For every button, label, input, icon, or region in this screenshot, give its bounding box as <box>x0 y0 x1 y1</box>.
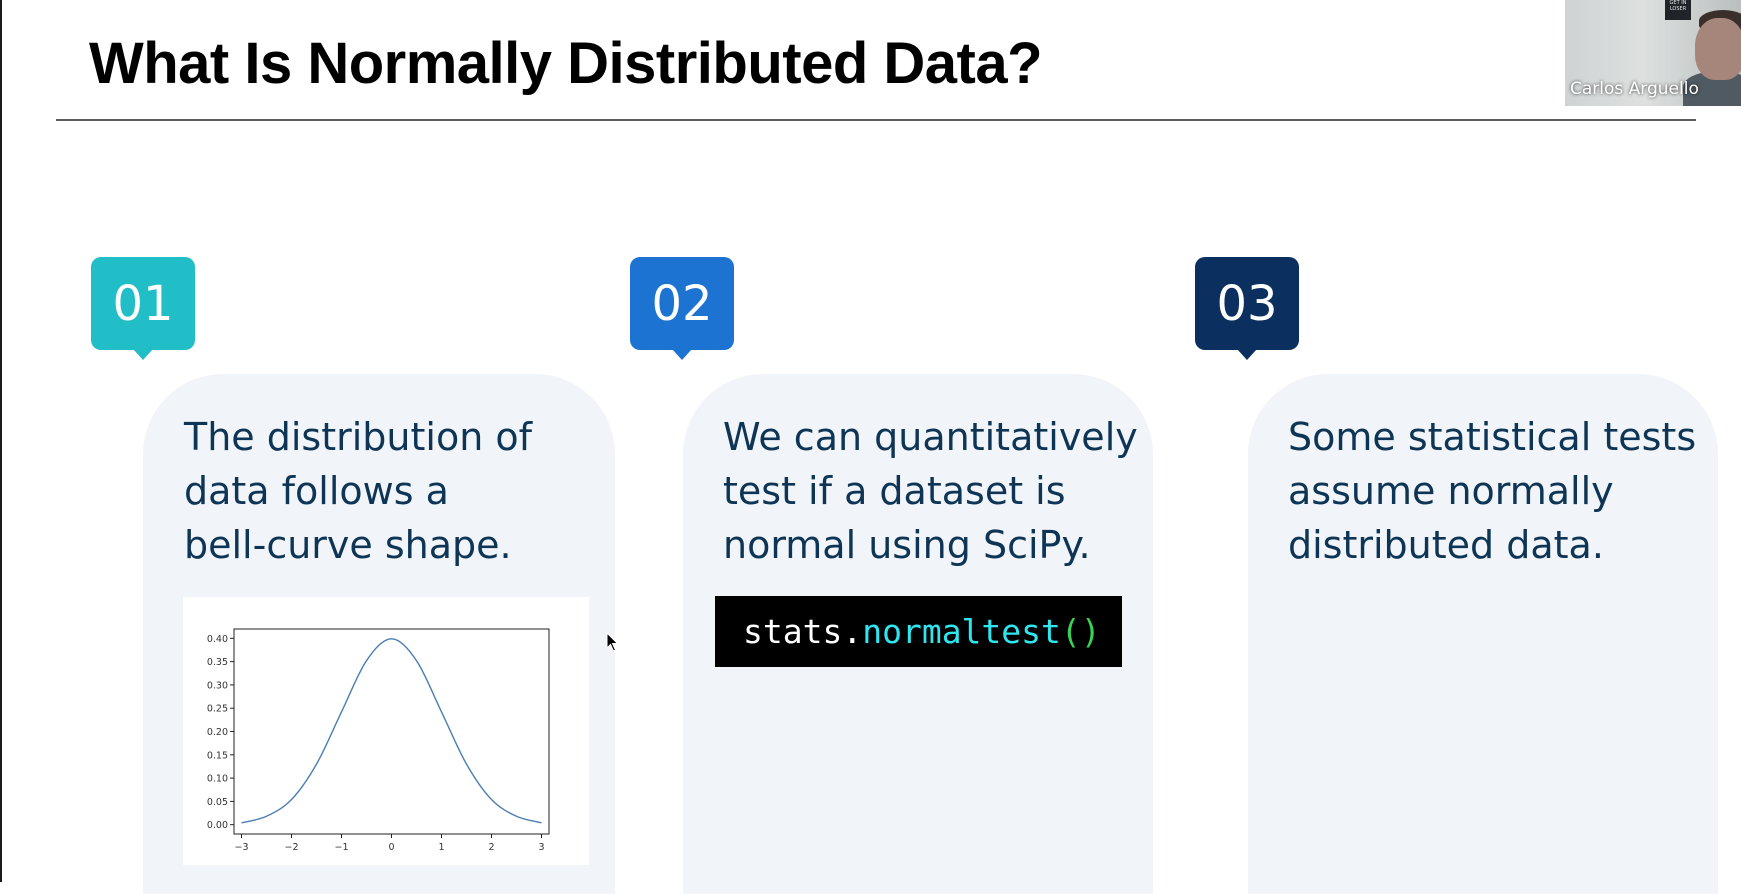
participant-name: Carlos Arguello <box>1570 79 1699 99</box>
code-object: stats <box>743 612 843 651</box>
code-function: normaltest <box>862 612 1061 651</box>
y-tick-label: 0.40 <box>207 634 228 645</box>
card-1-number-badge: 01 <box>91 257 195 360</box>
card-1-line: data follows a <box>184 469 449 513</box>
mouse-cursor-icon <box>606 632 619 652</box>
x-tick-label: −2 <box>284 842 298 853</box>
y-tick-label: 0.05 <box>207 797 228 808</box>
x-tick-label: 1 <box>438 842 444 853</box>
bell-curve-chart-svg: 0.00 0.05 0.10 0.15 0.20 0.25 0.30 0.35 0.40 −3 −… <box>207 628 550 853</box>
y-tick-label: 0.20 <box>207 727 228 738</box>
card-2-number-badge: 02 <box>630 257 734 360</box>
series-line <box>241 638 542 824</box>
participant-head <box>1695 18 1741 80</box>
code-snippet: stats. normaltest() <box>715 596 1122 667</box>
code-parens: () <box>1060 612 1101 651</box>
card-2-text: We can quantitatively test if a dataset … <box>723 410 1138 572</box>
participant-video-tile[interactable]: GET IN LOSER Carlos Arguello <box>1565 0 1741 106</box>
y-tick-label: 0.15 <box>207 750 228 761</box>
card-3-panel <box>1248 374 1718 894</box>
y-tick-label: 0.00 <box>207 820 228 831</box>
card-1-line: The distribution of <box>184 415 533 459</box>
card-1-line: bell-curve shape. <box>184 523 512 567</box>
title-divider <box>56 119 1696 121</box>
y-tick-label: 0.30 <box>207 680 228 691</box>
card-1-text: The distribution of data follows a bell-… <box>184 410 532 572</box>
slide-title: What Is Normally Distributed Data? <box>89 31 1043 96</box>
card-2-line: test if a dataset is <box>723 469 1066 513</box>
window-left-edge <box>0 0 2 882</box>
y-tick-label: 0.25 <box>207 704 228 715</box>
card-3-line: distributed data. <box>1288 523 1604 567</box>
card-2-line: normal using SciPy. <box>723 523 1091 567</box>
x-tick-label: 0 <box>388 842 394 853</box>
wall-poster: GET IN LOSER <box>1665 0 1691 20</box>
card-3-text: Some statistical tests assume normally d… <box>1288 410 1696 572</box>
bell-curve-chart: 0.00 0.05 0.10 0.15 0.20 0.25 0.30 0.35 0.40 −3 −… <box>183 597 589 865</box>
card-3-line: assume normally <box>1288 469 1614 513</box>
x-tick-label: 3 <box>538 842 544 853</box>
x-tick-label: 2 <box>488 842 494 853</box>
card-3-line: Some statistical tests <box>1288 415 1697 459</box>
card-2-line: We can quantitatively <box>723 415 1138 459</box>
y-tick-label: 0.35 <box>207 657 228 668</box>
card-3-number-badge: 03 <box>1195 257 1299 360</box>
code-dot: . <box>842 612 863 651</box>
x-tick-label: −1 <box>334 842 348 853</box>
x-tick-label: −3 <box>234 842 248 853</box>
y-tick-label: 0.10 <box>207 774 228 785</box>
plot-frame <box>233 628 550 835</box>
